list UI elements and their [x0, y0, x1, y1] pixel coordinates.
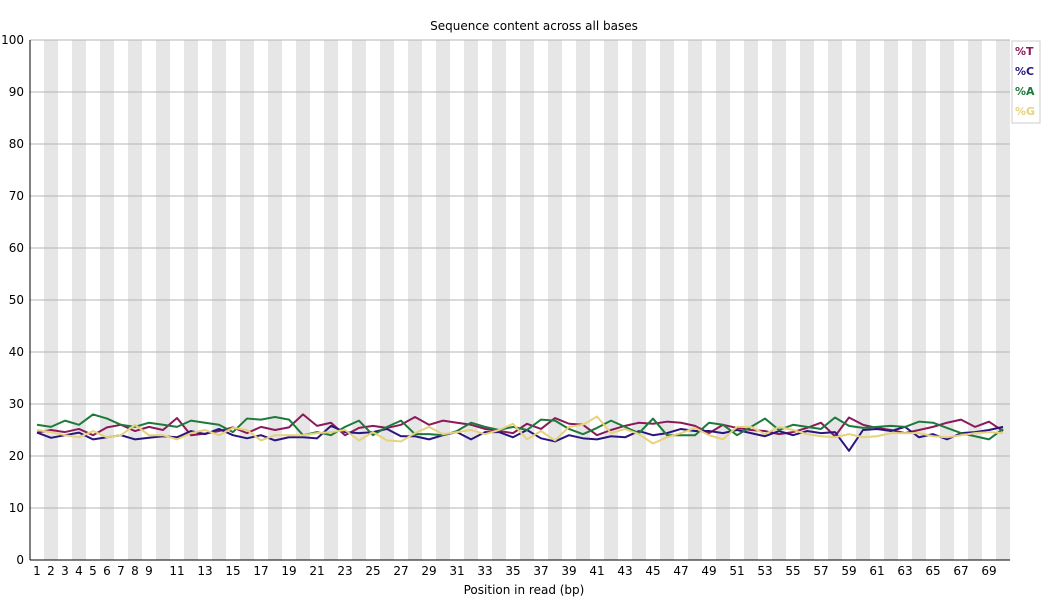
x-tick-label: 3	[61, 564, 69, 578]
y-tick-label: 10	[9, 501, 24, 515]
y-tick-label: 70	[9, 189, 24, 203]
x-tick-label: 33	[477, 564, 492, 578]
x-tick-label: 55	[785, 564, 800, 578]
x-tick-label: 59	[841, 564, 856, 578]
y-tick-label: 40	[9, 345, 24, 359]
legend-entry: %A	[1015, 85, 1035, 98]
x-tick-label: 69	[981, 564, 996, 578]
x-tick-label: 17	[253, 564, 268, 578]
x-tick-label: 6	[103, 564, 111, 578]
x-tick-label: 4	[75, 564, 83, 578]
series-line-pct-a	[36, 413, 1004, 441]
x-tick-label: 15	[225, 564, 240, 578]
x-tick-label: 43	[617, 564, 632, 578]
x-tick-label: 31	[449, 564, 464, 578]
x-tick-label: 25	[365, 564, 380, 578]
x-tick-labels: 1 2 3 4 5 6 7 8 9 11 13 15 17 19 21 23 25 27 29 31 33 35 37 39 4…	[33, 564, 996, 578]
x-tick-label: 19	[281, 564, 296, 578]
x-tick-label: 1	[33, 564, 41, 578]
x-tick-label: 27	[393, 564, 408, 578]
y-tick-label: 100	[1, 33, 24, 47]
x-tick-label: 23	[337, 564, 352, 578]
x-tick-label: 13	[197, 564, 212, 578]
series-lines	[36, 413, 1004, 452]
x-tick-label: 47	[673, 564, 688, 578]
y-tick-label: 50	[9, 293, 24, 307]
legend-entry: %T	[1015, 45, 1034, 58]
x-tick-label: 41	[589, 564, 604, 578]
x-tick-label: 39	[561, 564, 576, 578]
y-tick-label: 30	[9, 397, 24, 411]
x-tick-label: 61	[869, 564, 884, 578]
legend-entry: %C	[1015, 65, 1034, 78]
x-tick-label: 2	[47, 564, 55, 578]
x-tick-label: 67	[953, 564, 968, 578]
y-tick-label: 80	[9, 137, 24, 151]
x-tick-label: 65	[925, 564, 940, 578]
x-tick-label: 37	[533, 564, 548, 578]
x-tick-label: 45	[645, 564, 660, 578]
x-tick-label: 53	[757, 564, 772, 578]
x-tick-label: 11	[169, 564, 184, 578]
x-tick-label: 5	[89, 564, 97, 578]
x-tick-label: 63	[897, 564, 912, 578]
x-tick-label: 8	[131, 564, 139, 578]
legend-entry: %G	[1015, 105, 1035, 118]
chart-title: Sequence content across all bases	[430, 19, 638, 33]
x-tick-label: 35	[505, 564, 520, 578]
y-tick-label: 20	[9, 449, 24, 463]
y-tick-label: 90	[9, 85, 24, 99]
x-tick-label: 57	[813, 564, 828, 578]
series-line-pct-g	[36, 415, 1004, 445]
x-tick-label: 7	[117, 564, 125, 578]
series-line-pct-c	[36, 424, 1004, 452]
x-tick-label: 29	[421, 564, 436, 578]
axes	[29, 40, 1010, 561]
y-tick-label: 60	[9, 241, 24, 255]
x-tick-label: 21	[309, 564, 324, 578]
legend: %T %C %A %G	[1011, 40, 1041, 124]
x-tick-label: 51	[729, 564, 744, 578]
legend-box	[1011, 40, 1041, 124]
gridlines	[30, 39, 1010, 561]
y-tick-labels: 0 10 20 30 40 50 60 70 80 90 100	[1, 33, 24, 567]
y-tick-label: 0	[16, 553, 24, 567]
x-tick-label: 49	[701, 564, 716, 578]
x-axis-label: Position in read (bp)	[464, 583, 585, 597]
x-tick-label: 9	[145, 564, 153, 578]
